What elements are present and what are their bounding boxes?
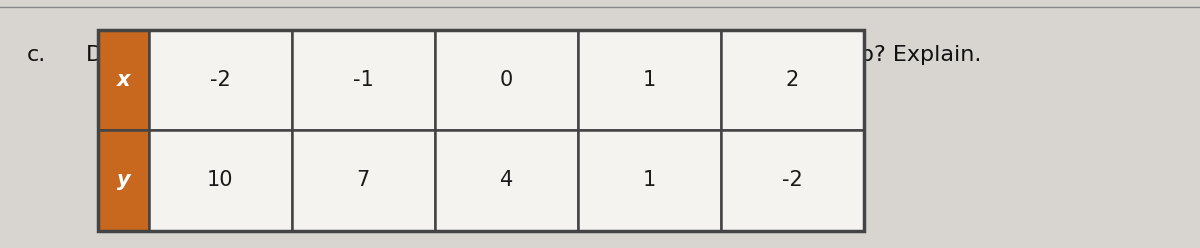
Bar bbox=[149, 130, 292, 231]
Bar bbox=[434, 30, 578, 130]
Bar bbox=[434, 130, 578, 231]
Text: 4: 4 bbox=[499, 170, 514, 190]
Text: -2: -2 bbox=[210, 70, 230, 90]
Text: y: y bbox=[116, 170, 131, 190]
Bar bbox=[98, 130, 149, 231]
Text: -2: -2 bbox=[782, 170, 803, 190]
Bar bbox=[721, 130, 864, 231]
Text: 10: 10 bbox=[208, 170, 234, 190]
Text: Does the: Does the bbox=[86, 45, 193, 65]
Text: 7: 7 bbox=[356, 170, 370, 190]
Text: 0: 0 bbox=[499, 70, 514, 90]
Text: 1: 1 bbox=[643, 170, 656, 190]
Bar bbox=[721, 30, 864, 130]
Bar bbox=[578, 130, 721, 231]
Text: 1: 1 bbox=[643, 70, 656, 90]
Bar bbox=[149, 30, 292, 130]
Text: c.: c. bbox=[26, 45, 46, 65]
Text: x: x bbox=[116, 70, 131, 90]
Text: x-y: x-y bbox=[199, 45, 238, 65]
Bar bbox=[578, 30, 721, 130]
Bar bbox=[98, 30, 864, 231]
Text: 2: 2 bbox=[786, 70, 799, 90]
Text: table shown represent a proportional linear relationship? Explain.: table shown represent a proportional lin… bbox=[245, 45, 982, 65]
Text: -1: -1 bbox=[353, 70, 373, 90]
Bar bbox=[292, 30, 434, 130]
Bar bbox=[292, 130, 434, 231]
Bar bbox=[98, 30, 149, 130]
